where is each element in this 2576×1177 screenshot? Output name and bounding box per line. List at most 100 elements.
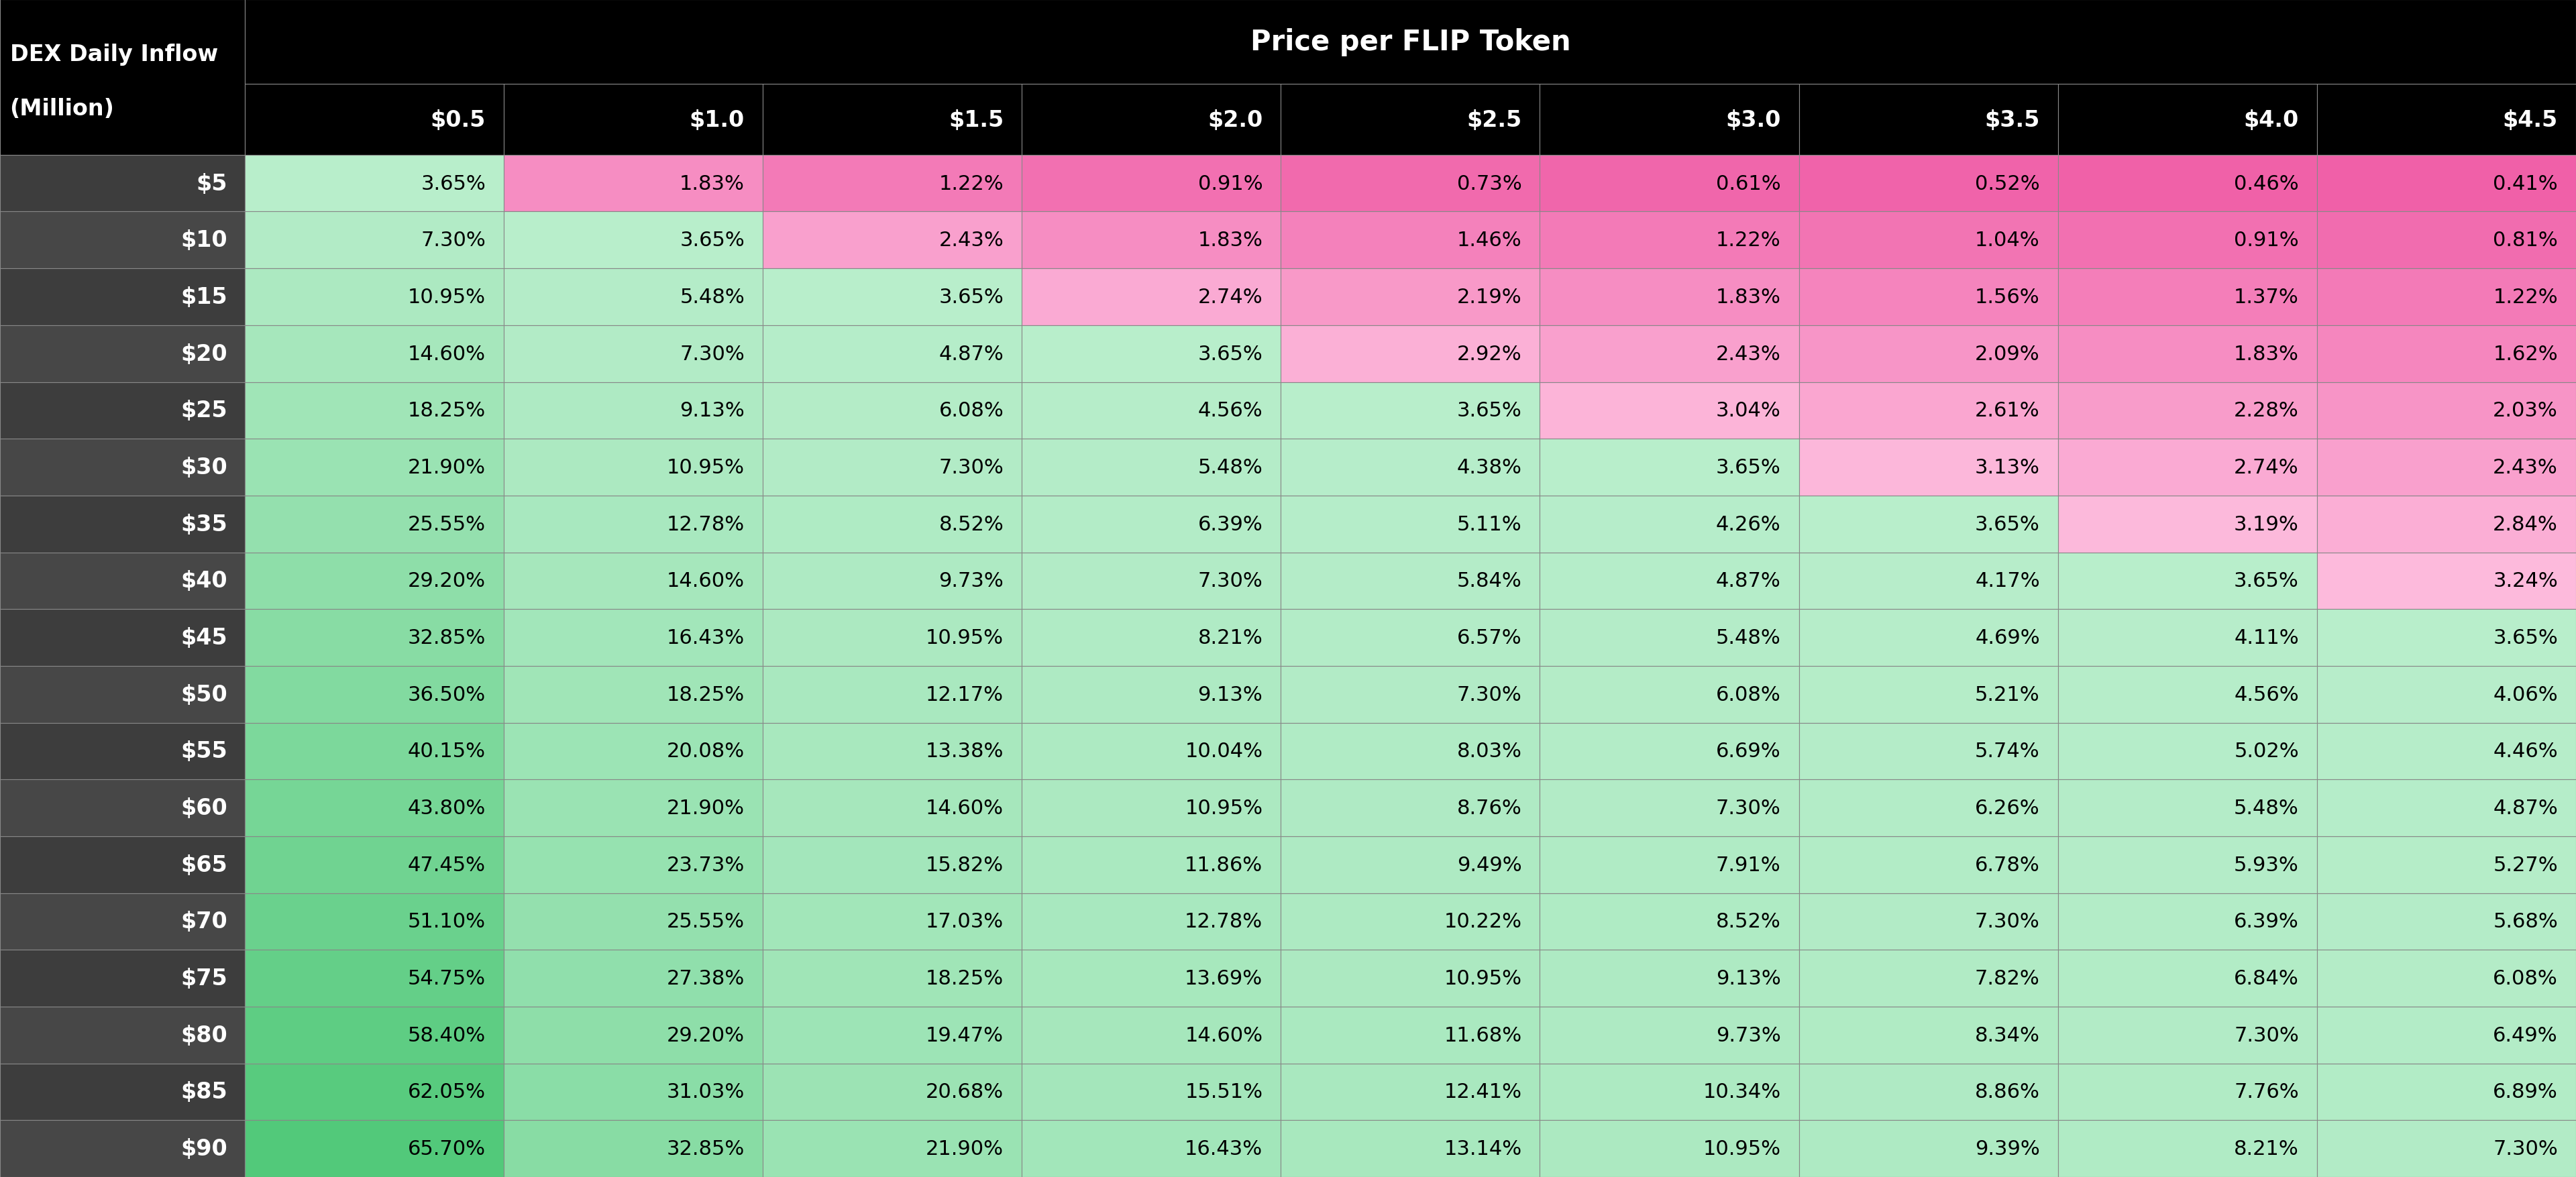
- Text: 14.60%: 14.60%: [925, 798, 1005, 818]
- Text: $2.0: $2.0: [1208, 109, 1262, 131]
- Bar: [762, 666, 1023, 723]
- Text: 3.13%: 3.13%: [1976, 458, 2040, 477]
- Bar: [1798, 1006, 2058, 1064]
- Text: 10.22%: 10.22%: [1445, 912, 1522, 931]
- Text: $75: $75: [180, 967, 227, 990]
- Text: 4.87%: 4.87%: [938, 345, 1005, 364]
- Text: Price per FLIP Token: Price per FLIP Token: [1249, 28, 1571, 56]
- Bar: [505, 1006, 762, 1064]
- Bar: [1798, 1121, 2058, 1177]
- Bar: [1023, 496, 1280, 553]
- Bar: [1280, 666, 1540, 723]
- Text: 4.38%: 4.38%: [1458, 458, 1522, 477]
- Bar: [2058, 893, 2316, 950]
- Text: 3.65%: 3.65%: [1716, 458, 1780, 477]
- Bar: [2316, 893, 2576, 950]
- Text: 18.25%: 18.25%: [407, 401, 487, 420]
- Bar: [2316, 666, 2576, 723]
- Bar: [1540, 950, 1798, 1006]
- Bar: [1280, 268, 1540, 326]
- Bar: [2058, 439, 2316, 496]
- Text: 7.30%: 7.30%: [680, 345, 744, 364]
- Text: 29.20%: 29.20%: [407, 571, 487, 591]
- Bar: [245, 326, 505, 383]
- Text: 4.46%: 4.46%: [2494, 742, 2558, 762]
- Text: 7.30%: 7.30%: [1976, 912, 2040, 931]
- Bar: [1798, 85, 2058, 155]
- Bar: [1798, 496, 2058, 553]
- Bar: [2316, 496, 2576, 553]
- Text: 4.06%: 4.06%: [2494, 685, 2558, 704]
- Text: $5: $5: [196, 173, 227, 195]
- Text: 8.76%: 8.76%: [1458, 798, 1522, 818]
- Text: 2.43%: 2.43%: [2494, 458, 2558, 477]
- Bar: [1540, 893, 1798, 950]
- Text: 4.56%: 4.56%: [1198, 401, 1262, 420]
- Text: $3.0: $3.0: [1726, 109, 1780, 131]
- Bar: [1023, 666, 1280, 723]
- Text: 10.34%: 10.34%: [1703, 1082, 1780, 1102]
- Bar: [1280, 1121, 1540, 1177]
- Bar: [505, 439, 762, 496]
- Text: 6.69%: 6.69%: [1716, 742, 1780, 762]
- Text: 7.30%: 7.30%: [1198, 571, 1262, 591]
- Bar: [2058, 268, 2316, 326]
- Text: $60: $60: [180, 797, 227, 819]
- Bar: [245, 666, 505, 723]
- Text: 5.11%: 5.11%: [1458, 514, 1522, 534]
- Bar: [1798, 610, 2058, 666]
- Text: $30: $30: [180, 457, 227, 479]
- Text: $10: $10: [180, 230, 227, 252]
- Bar: [2058, 610, 2316, 666]
- Text: $1.0: $1.0: [690, 109, 744, 131]
- Bar: [245, 723, 505, 779]
- Bar: [2316, 1064, 2576, 1121]
- Text: 8.21%: 8.21%: [1198, 629, 1262, 647]
- Bar: [1280, 85, 1540, 155]
- Bar: [2058, 553, 2316, 610]
- Text: 10.95%: 10.95%: [407, 287, 487, 307]
- Bar: [2058, 383, 2316, 439]
- Bar: [2058, 723, 2316, 779]
- Text: 7.91%: 7.91%: [1716, 856, 1780, 875]
- Bar: [0, 893, 245, 950]
- Text: $55: $55: [180, 740, 227, 763]
- Bar: [245, 0, 2576, 85]
- Text: 8.86%: 8.86%: [1976, 1082, 2040, 1102]
- Bar: [0, 383, 245, 439]
- Text: $35: $35: [180, 513, 227, 536]
- Bar: [2316, 383, 2576, 439]
- Text: 2.61%: 2.61%: [1976, 401, 2040, 420]
- Text: 20.68%: 20.68%: [925, 1082, 1005, 1102]
- Text: 0.41%: 0.41%: [2494, 174, 2558, 193]
- Bar: [1023, 212, 1280, 268]
- Bar: [1540, 212, 1798, 268]
- Bar: [1023, 950, 1280, 1006]
- Bar: [505, 950, 762, 1006]
- Bar: [245, 383, 505, 439]
- Bar: [0, 155, 245, 212]
- Bar: [0, 610, 245, 666]
- Text: 5.84%: 5.84%: [1458, 571, 1522, 591]
- Bar: [1280, 950, 1540, 1006]
- Text: 25.55%: 25.55%: [667, 912, 744, 931]
- Bar: [2316, 268, 2576, 326]
- Bar: [505, 610, 762, 666]
- Bar: [0, 837, 245, 893]
- Text: 3.65%: 3.65%: [1198, 345, 1262, 364]
- Text: 21.90%: 21.90%: [925, 1139, 1005, 1158]
- Text: 43.80%: 43.80%: [407, 798, 487, 818]
- Text: 18.25%: 18.25%: [667, 685, 744, 704]
- Text: 6.89%: 6.89%: [2494, 1082, 2558, 1102]
- Bar: [1798, 837, 2058, 893]
- Bar: [2316, 837, 2576, 893]
- Bar: [505, 553, 762, 610]
- Text: 7.82%: 7.82%: [1976, 969, 2040, 988]
- Bar: [0, 1121, 245, 1177]
- Bar: [245, 1121, 505, 1177]
- Bar: [505, 496, 762, 553]
- Bar: [1023, 779, 1280, 837]
- Bar: [2058, 326, 2316, 383]
- Text: $65: $65: [180, 853, 227, 876]
- Text: 2.74%: 2.74%: [2233, 458, 2298, 477]
